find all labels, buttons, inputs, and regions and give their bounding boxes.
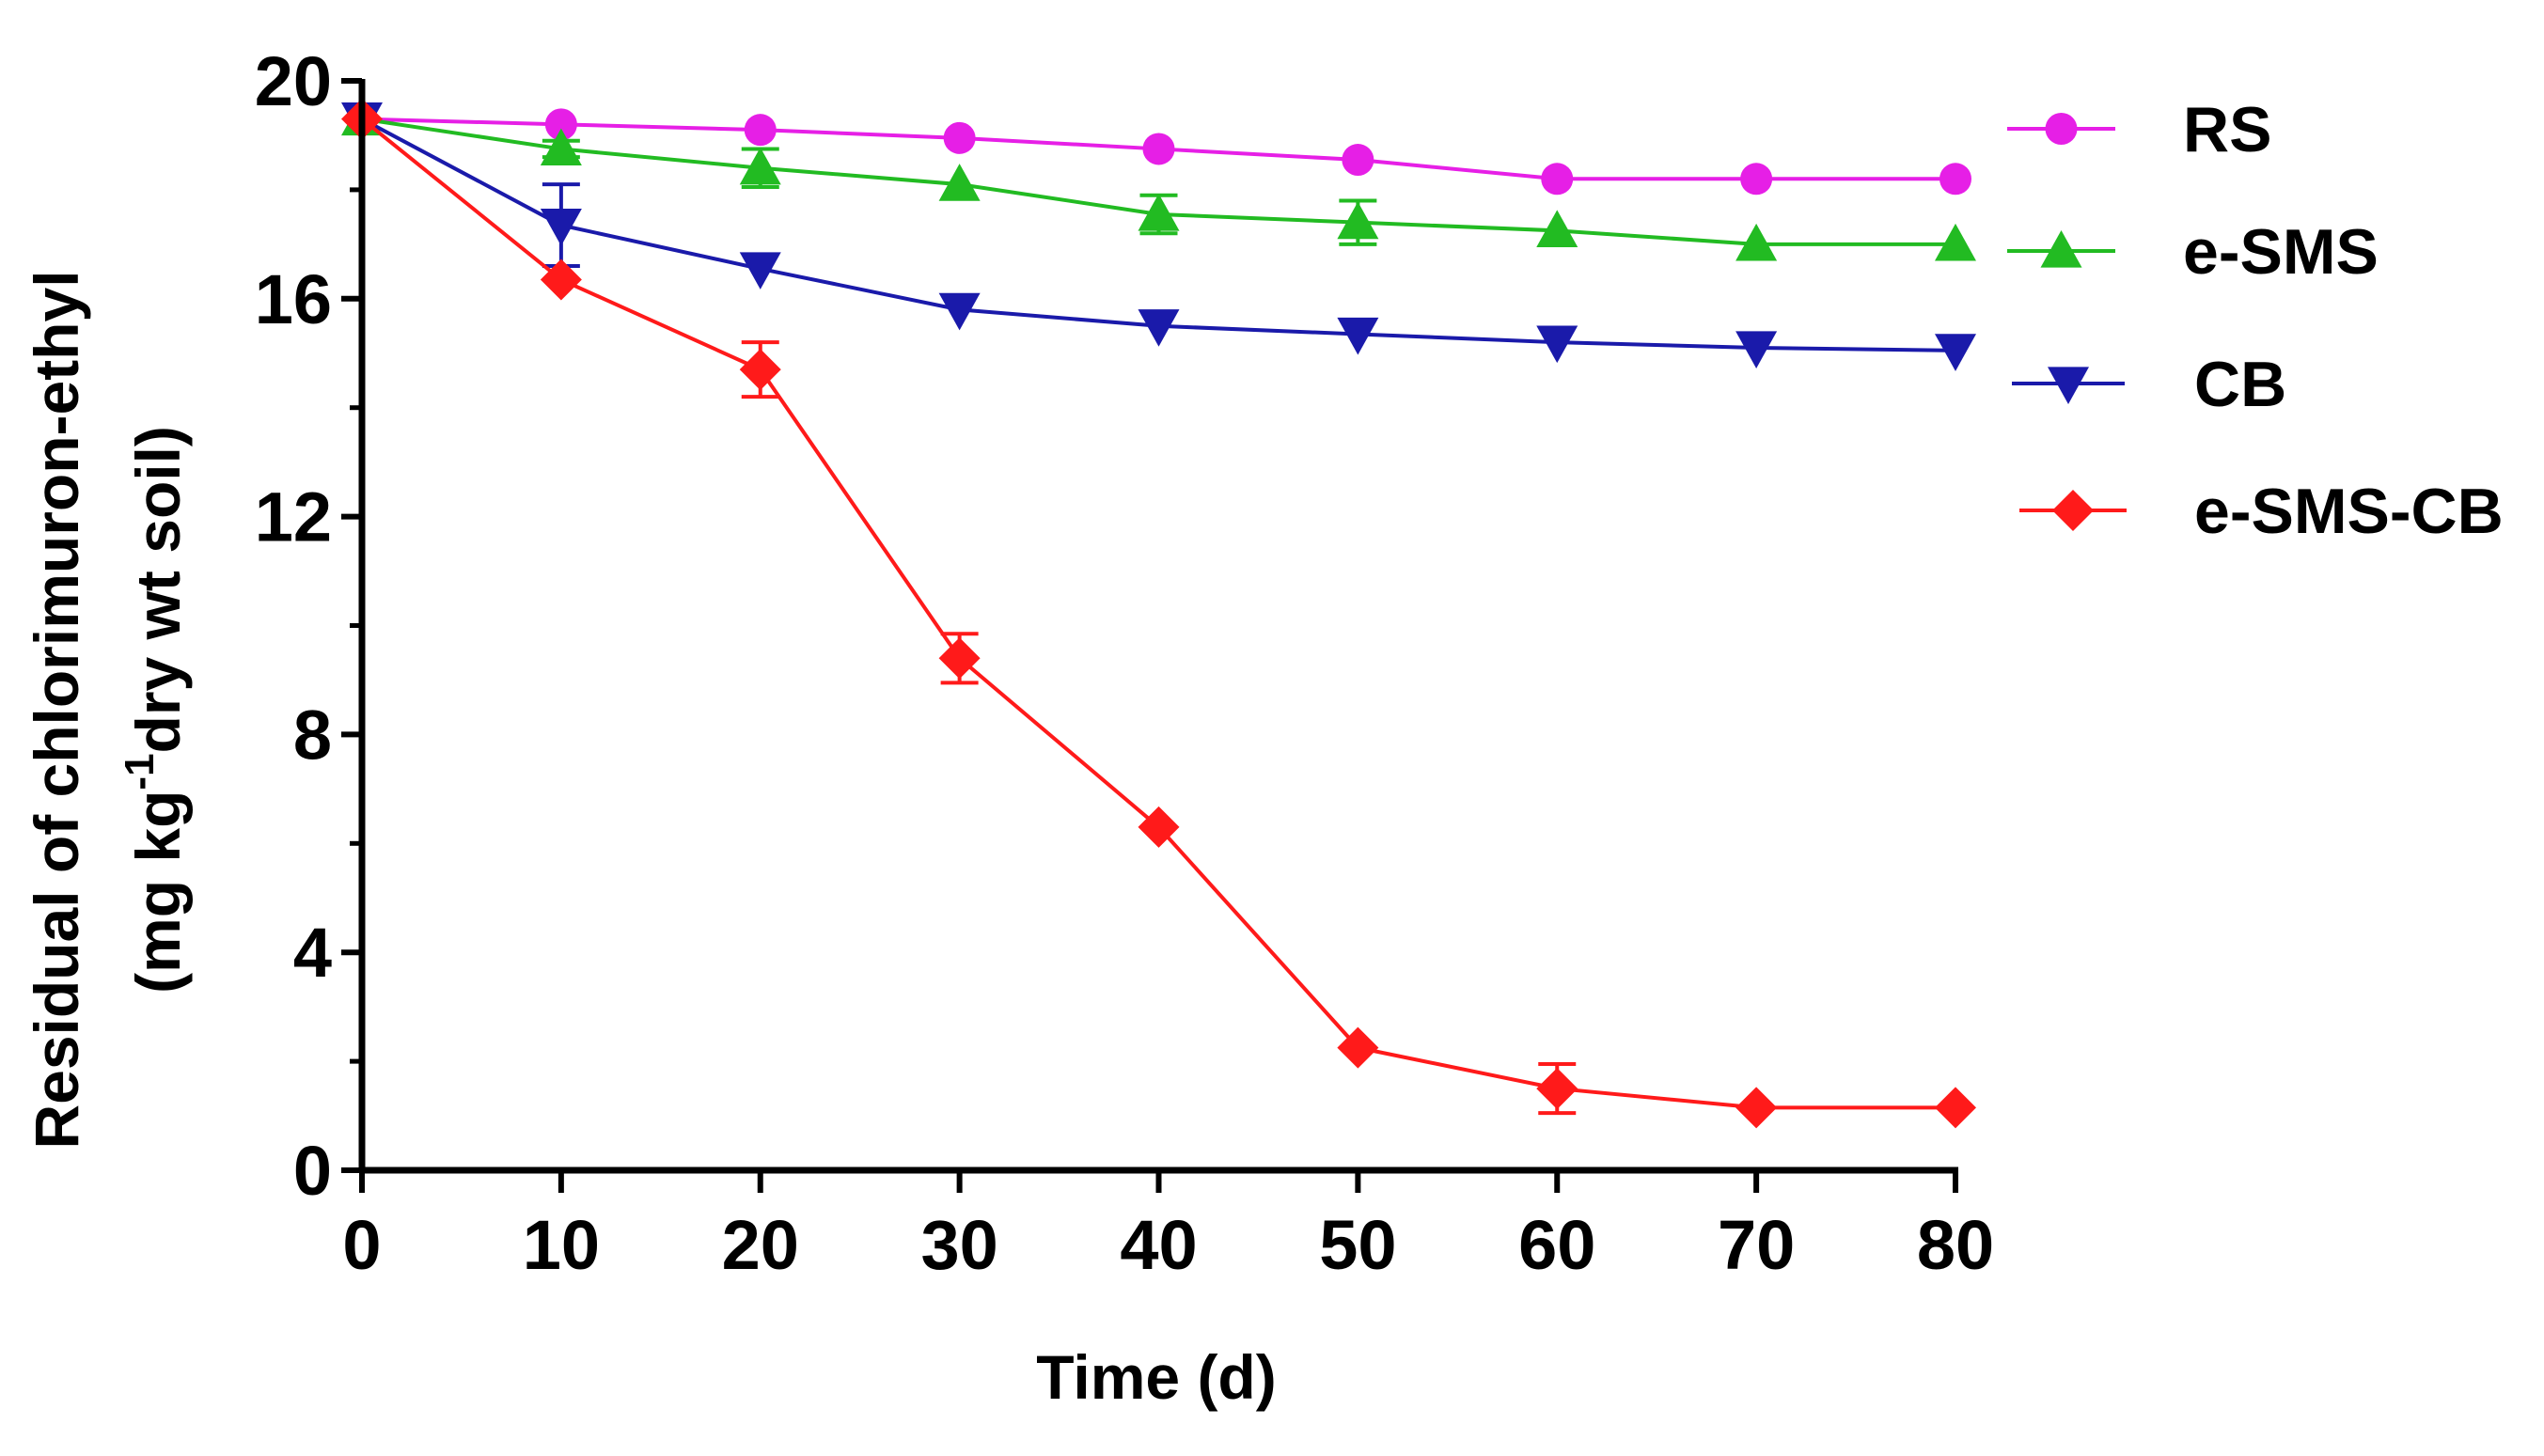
data-point xyxy=(1536,210,1578,247)
data-point xyxy=(1337,201,1379,240)
legend-marker xyxy=(2045,113,2078,145)
data-point xyxy=(1935,334,1976,371)
data-point xyxy=(1735,1087,1778,1129)
y-axis-title: Residual of chlorimuron-ethyl (mg kg-1dr… xyxy=(22,270,193,1149)
data-point xyxy=(1138,806,1180,848)
x-tick-label: 30 xyxy=(920,1206,997,1284)
legend: RS e-SMS CB e-SMS-CB xyxy=(2007,94,2504,547)
data-point xyxy=(1337,1026,1379,1069)
y-tick-label: 4 xyxy=(293,914,332,992)
data-point xyxy=(938,164,981,201)
legend-label: RS xyxy=(2183,94,2271,165)
legend-marker xyxy=(2040,230,2082,268)
data-point xyxy=(938,292,981,331)
data-point xyxy=(1939,163,1971,196)
data-point xyxy=(739,252,781,290)
y-tick-label: 0 xyxy=(293,1132,332,1210)
legend-item-CB: CB xyxy=(2012,349,2286,420)
data-point xyxy=(1735,223,1778,261)
x-tick-label: 80 xyxy=(1917,1206,1994,1284)
data-point xyxy=(544,108,577,141)
y-tick-label: 12 xyxy=(255,478,332,556)
data-point xyxy=(1337,317,1379,355)
data-point xyxy=(744,114,777,147)
plot-area xyxy=(341,98,1976,1129)
legend-label: e-SMS xyxy=(2183,216,2379,288)
series-line xyxy=(360,117,1955,1110)
legend-item-e-SMS-CB: e-SMS-CB xyxy=(2019,476,2504,547)
data-point xyxy=(938,637,981,680)
data-point xyxy=(1536,1068,1578,1110)
data-point xyxy=(1735,331,1778,368)
data-point xyxy=(739,349,781,391)
legend-item-RS: RS xyxy=(2007,94,2271,165)
y-tick-label: 8 xyxy=(293,696,332,774)
data-point xyxy=(540,208,582,246)
data-point xyxy=(540,258,582,301)
x-tick-label: 60 xyxy=(1518,1206,1595,1284)
legend-item-e-SMS: e-SMS xyxy=(2007,216,2379,288)
data-point xyxy=(1342,144,1374,177)
y-tick-label: 20 xyxy=(255,42,332,120)
x-tick-label: 50 xyxy=(1319,1206,1396,1284)
y-tick-label: 16 xyxy=(255,260,332,338)
data-point xyxy=(1935,223,1976,261)
legend-label: CB xyxy=(2194,349,2286,420)
legend-label: e-SMS-CB xyxy=(2194,476,2504,547)
x-axis-title: Time (d) xyxy=(1036,1342,1276,1412)
data-point xyxy=(943,121,976,154)
x-tick-label: 40 xyxy=(1120,1206,1197,1284)
x-tick-label: 20 xyxy=(722,1206,799,1284)
data-point xyxy=(739,147,781,185)
x-tick-label: 10 xyxy=(523,1206,600,1284)
data-point xyxy=(1142,133,1175,165)
series-RS xyxy=(346,102,1971,196)
y-axis-title-line1: Residual of chlorimuron-ethyl xyxy=(22,270,91,1149)
data-point xyxy=(540,128,582,166)
x-tick-label: 70 xyxy=(1718,1206,1795,1284)
data-point xyxy=(1536,325,1578,364)
data-point xyxy=(1138,193,1180,231)
series-e-SMS-CB xyxy=(341,98,1976,1129)
data-point xyxy=(1740,163,1773,196)
data-point xyxy=(1138,309,1180,347)
x-tick-label: 0 xyxy=(342,1206,381,1284)
axes: 0 4 8 12 16 20 0 10 20 30 40 50 60 70 80 xyxy=(255,42,1994,1284)
data-point xyxy=(1541,163,1574,196)
data-point xyxy=(1935,1087,1976,1129)
legend-marker xyxy=(2052,490,2094,531)
y-axis-title-line2: (mg kg-1dry wt soil) xyxy=(117,426,193,994)
y-axis-title-prefix: (mg kg xyxy=(123,791,193,994)
y-axis-title-superscript: -1 xyxy=(117,753,163,790)
y-axis-title-suffix: dry wt soil) xyxy=(123,426,193,753)
legend-marker xyxy=(2048,367,2089,404)
